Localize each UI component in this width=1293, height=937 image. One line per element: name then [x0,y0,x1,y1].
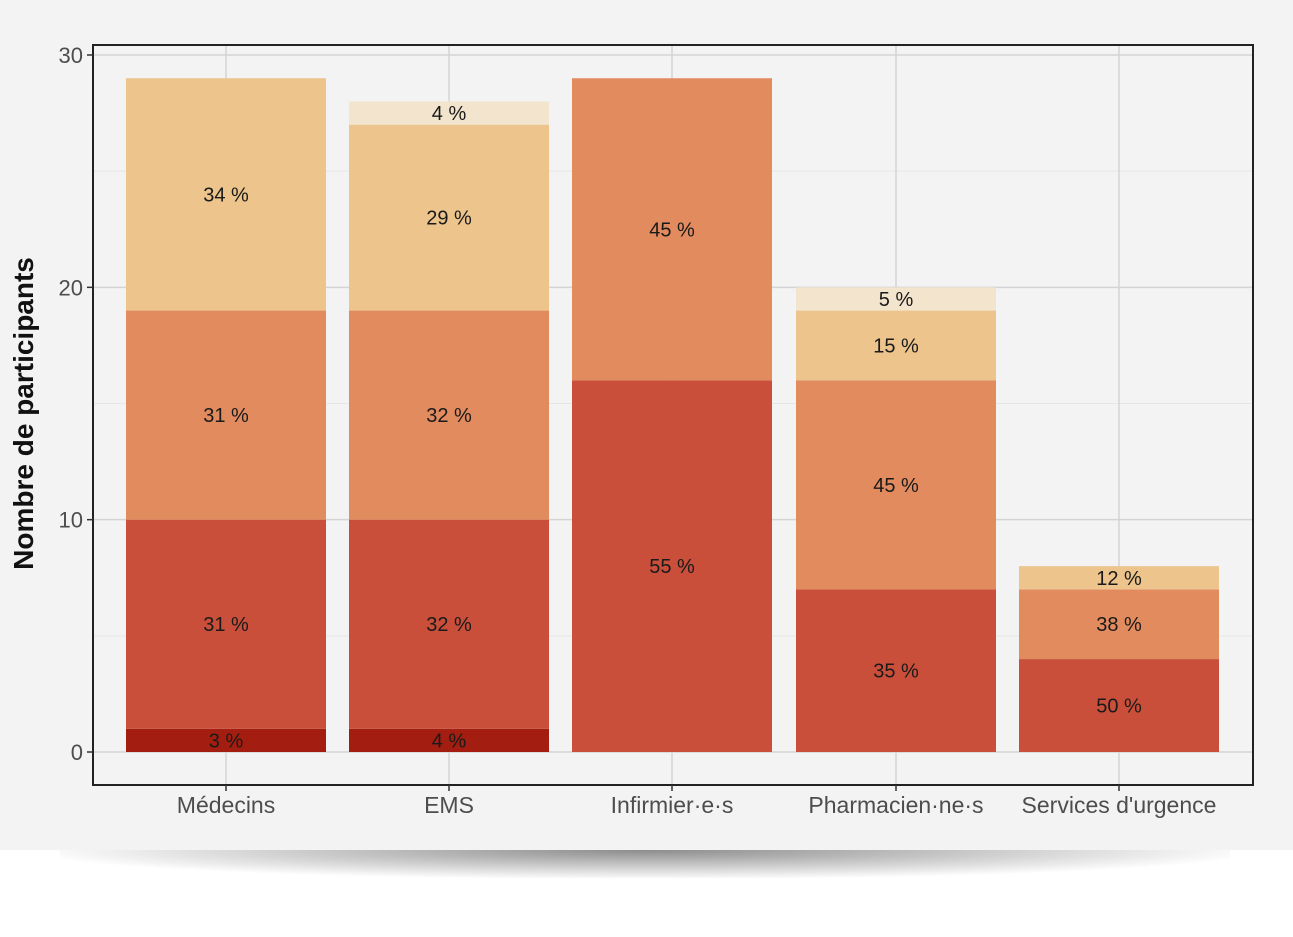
y-tick-label: 0 [71,740,83,765]
data-label: 34 % [203,184,249,206]
figure-shadow [60,850,1230,878]
bar-segment [1019,589,1219,660]
y-tick-label: 20 [59,275,83,300]
plot-panel-border [92,44,1254,786]
x-tick-label: Médecins [177,792,275,818]
bar-segment [796,287,996,311]
x-tick-label: Infirmier·e·s [611,792,734,818]
bar-segment [572,78,772,381]
data-label: 38 % [1096,614,1142,636]
data-label: 3 % [209,730,244,752]
y-axis: 0 10 20 30 [59,43,93,765]
bar-segment [126,728,326,752]
data-label: 5 % [879,289,914,311]
bar-segment [349,728,549,752]
bar-segment [349,310,549,520]
x-tick-label: Pharmacien·ne·s [808,792,983,818]
bar-segment [126,78,326,311]
bar-segment [349,519,549,729]
data-label: 29 % [426,208,472,230]
data-label: 4 % [432,103,467,125]
data-label: 35 % [873,661,919,683]
bar-segment [796,589,996,752]
bars [126,78,1219,752]
x-tick-label: Services d'urgence [1022,792,1217,818]
data-label: 15 % [873,335,919,357]
data-label: 50 % [1096,696,1142,718]
x-axis: Médecins EMS Infirmier·e·s Pharmacien·ne·s S… [177,785,1217,818]
bar-segment [796,380,996,590]
x-tick-label: EMS [424,792,474,818]
data-labels: 3 % 31 % 31 % 34 % 4 % 32 % 32 % 29 % 4 % 55 % 45 … [203,103,1142,752]
bar-segment [1019,659,1219,752]
bar-segment [126,519,326,729]
bar-segment [126,310,326,520]
data-label: 31 % [203,405,249,427]
data-label: 32 % [426,405,472,427]
data-label: 31 % [203,614,249,636]
y-tick-label: 30 [59,43,83,68]
data-label: 4 % [432,730,467,752]
bar-segment [796,310,996,381]
data-label: 12 % [1096,568,1142,590]
data-label: 55 % [649,556,695,578]
y-axis-label: Nombre de participants [8,257,39,570]
stacked-bar-chart: 3 % 31 % 31 % 34 % 4 % 32 % 32 % 29 % 4 % 55 % 45 … [8,43,1254,818]
data-label: 45 % [649,219,695,241]
data-label: 32 % [426,614,472,636]
bar-segment [349,101,549,125]
y-tick-label: 10 [59,508,83,533]
bar-segment [572,380,772,752]
data-label: 45 % [873,475,919,497]
bar-segment [1019,566,1219,590]
bar-segment [349,124,549,311]
chart-figure: 3 % 31 % 31 % 34 % 4 % 32 % 32 % 29 % 4 % 55 % 45 … [0,0,1293,850]
